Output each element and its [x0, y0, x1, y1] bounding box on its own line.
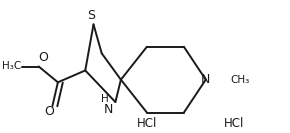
Text: H: H — [101, 94, 108, 104]
Text: O: O — [38, 51, 48, 64]
Text: N: N — [201, 73, 211, 86]
Text: N: N — [104, 103, 113, 116]
Text: HCl: HCl — [137, 117, 157, 130]
Text: S: S — [87, 9, 95, 22]
Text: CH₃: CH₃ — [231, 75, 250, 85]
Text: O: O — [45, 105, 55, 118]
Text: H₃C: H₃C — [2, 61, 21, 72]
Text: HCl: HCl — [224, 117, 245, 130]
